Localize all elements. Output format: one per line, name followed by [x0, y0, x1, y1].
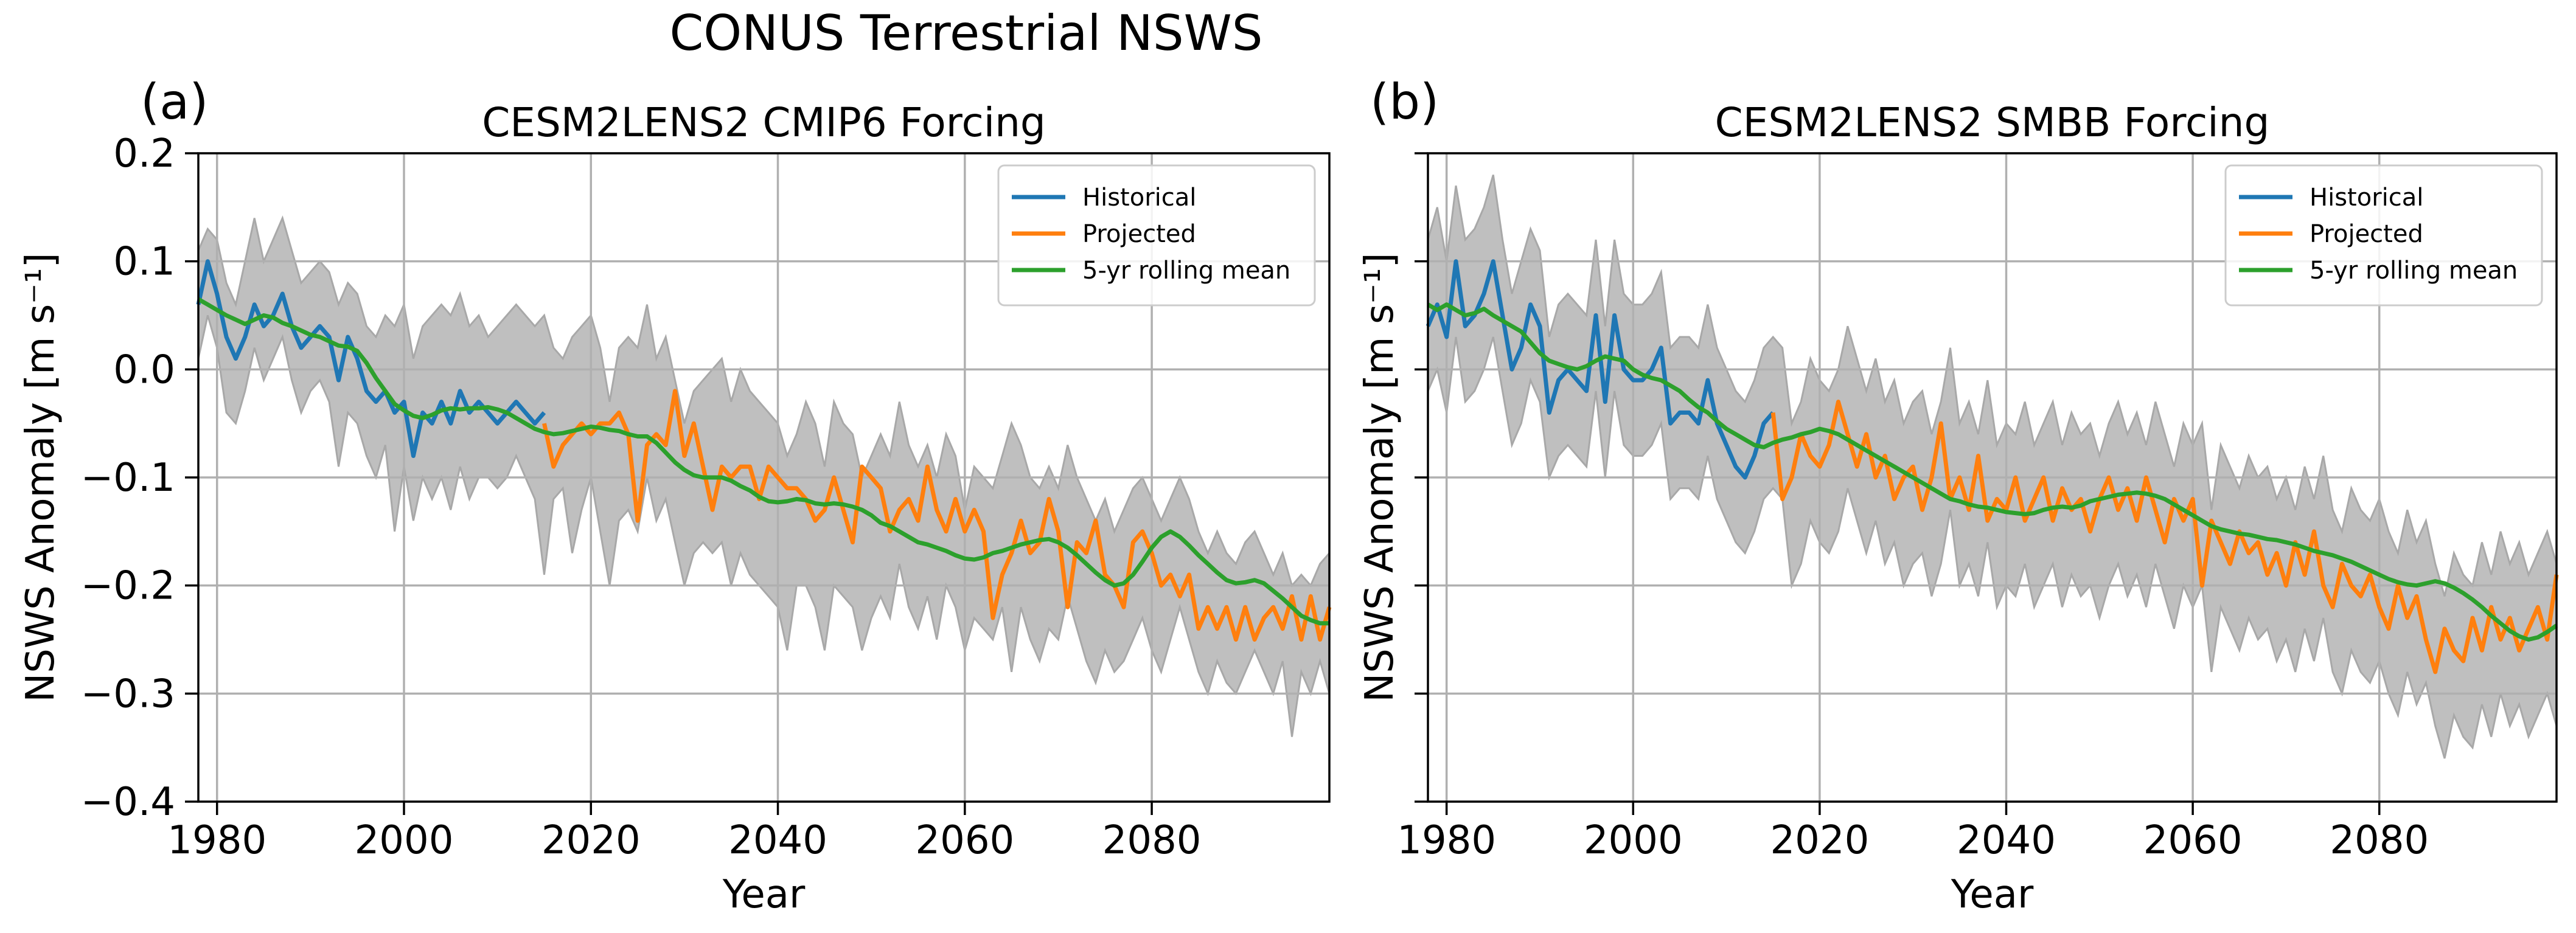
panel-title: CESM2LENS2 CMIP6 Forcing: [482, 99, 1046, 146]
x-axis-label: Year: [722, 872, 806, 917]
panel-b: 1980 2000 2020 2040 2060 2080 CESM2LENS2 SMBB …: [1357, 74, 2559, 917]
legend-box: [997, 164, 1316, 307]
legend: Historical Projected 5-yr rolling mean: [2224, 164, 2543, 307]
panel-label: (b): [1370, 74, 1439, 130]
legend-label: Projected: [2310, 220, 2423, 248]
y-tick-label: 0.0: [113, 347, 175, 392]
x-tick-label: 2040: [1957, 818, 2056, 863]
x-tick-label: 2020: [541, 818, 641, 863]
series-line-historical: [196, 259, 546, 458]
x-tick-label: 2060: [915, 818, 1014, 863]
x-tick-label: 1980: [1397, 818, 1496, 863]
series-line-5-yr-rolling-mean: [1427, 302, 2558, 642]
legend-label: 5-yr rolling mean: [1082, 257, 1290, 285]
series-line-projected: [1770, 400, 2559, 675]
x-axis-label: Year: [1951, 872, 2034, 917]
y-tick-label: −0.1: [81, 456, 175, 501]
panel-a: 1980 2000 2020 2040 2060 2080 −0.4 −0.3 −0.2 −0.1…: [18, 74, 1332, 917]
legend-label: Projected: [1082, 220, 1196, 248]
series-line-5-yr-rolling-mean: [197, 297, 1329, 626]
legend-label: 5-yr rolling mean: [2310, 257, 2518, 285]
y-tick-label: 0.1: [113, 240, 175, 285]
panel-label: (a): [141, 74, 208, 130]
y-tick-label: −0.3: [81, 671, 175, 716]
y-tick-label: −0.4: [81, 780, 175, 825]
y-tick-label: 0.2: [113, 131, 175, 176]
y-axis-label: NSWS Anomaly [m s⁻¹]: [1357, 252, 1402, 702]
legend: Historical Projected 5-yr rolling mean: [997, 164, 1316, 307]
y-axis-label: NSWS Anomaly [m s⁻¹]: [18, 252, 63, 702]
legend-label: Historical: [2310, 184, 2423, 212]
figure-suptitle: CONUS Terrestrial NSWS: [669, 5, 1262, 61]
panel-title: CESM2LENS2 SMBB Forcing: [1715, 99, 2270, 146]
x-tick-label: 2040: [728, 818, 827, 863]
y-tick-label: −0.2: [81, 564, 175, 609]
x-tick-label: 2020: [1770, 818, 1869, 863]
legend-label: Historical: [1082, 184, 1196, 212]
x-tick-label: 2060: [2143, 818, 2243, 863]
x-tick-label: 2000: [355, 818, 454, 863]
x-tick-label: 2080: [2330, 818, 2429, 863]
x-tick-label: 2000: [1584, 818, 1683, 863]
x-tick-label: 1980: [167, 818, 266, 863]
x-tick-label: 2080: [1102, 818, 1202, 863]
series-line-projected: [542, 389, 1332, 642]
legend-box: [2224, 164, 2543, 307]
